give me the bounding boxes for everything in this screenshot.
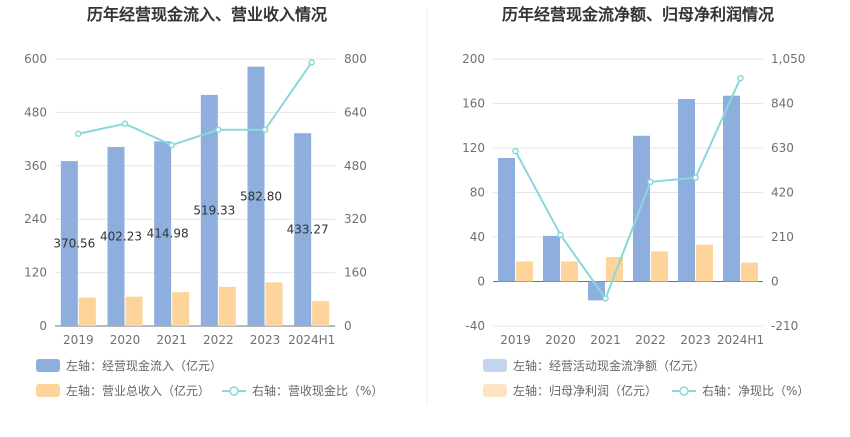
data-label: 402.23 bbox=[100, 230, 142, 244]
left-axis-tick: 160 bbox=[462, 97, 485, 111]
data-label: 414.98 bbox=[147, 227, 189, 241]
x-axis-tick: 2023 bbox=[680, 333, 711, 347]
legend-swatch bbox=[483, 359, 507, 372]
right-axis-tick: 160 bbox=[344, 266, 367, 280]
line-point bbox=[602, 295, 609, 302]
right-axis-tick: 0 bbox=[344, 319, 352, 333]
left-axis-tick: 480 bbox=[24, 105, 47, 119]
line-point bbox=[512, 147, 519, 155]
data-label: 519.33 bbox=[193, 203, 235, 217]
x-axis-tick: 2024H1 bbox=[717, 333, 764, 347]
bar-primary bbox=[200, 94, 218, 326]
right-axis-tick: 840 bbox=[771, 97, 794, 111]
left-axis-tick: 80 bbox=[470, 186, 485, 200]
right-axis-tick: 320 bbox=[344, 212, 367, 226]
x-axis-tick: 2022 bbox=[203, 333, 234, 347]
line-point bbox=[261, 126, 269, 134]
x-axis-tick: 2020 bbox=[545, 333, 576, 347]
bar-primary bbox=[154, 141, 172, 326]
bar-secondary bbox=[218, 286, 236, 326]
left-axis-tick: 0 bbox=[39, 319, 47, 333]
bar-primary bbox=[294, 133, 312, 326]
right-axis-tick: 800 bbox=[344, 52, 367, 66]
bar-primary bbox=[498, 158, 515, 282]
bar-primary bbox=[588, 281, 605, 301]
legend-label: 左轴：经营活动现金流净额（亿元） bbox=[513, 358, 705, 373]
bar-primary bbox=[247, 66, 265, 327]
line-point bbox=[308, 59, 315, 66]
left-axis-tick: 200 bbox=[462, 52, 485, 66]
legend-swatch bbox=[36, 359, 60, 372]
line-point bbox=[75, 130, 82, 138]
data-label: 433.27 bbox=[287, 223, 329, 237]
legend-label: 右轴：营收现金比（%） bbox=[252, 383, 383, 398]
bar-secondary bbox=[696, 244, 713, 282]
x-axis-tick: 2021 bbox=[590, 333, 621, 347]
line-point bbox=[121, 120, 129, 127]
right-axis-tick: 640 bbox=[344, 105, 367, 119]
series-line bbox=[514, 77, 742, 301]
line-point bbox=[647, 178, 654, 186]
bar-primary bbox=[60, 161, 78, 326]
bar-secondary bbox=[561, 261, 578, 282]
bar-primary bbox=[633, 135, 650, 282]
line-point bbox=[557, 231, 564, 239]
left-axis-tick: -40 bbox=[465, 319, 485, 333]
x-axis-tick: 2019 bbox=[63, 333, 94, 347]
left-axis-tick: 40 bbox=[470, 230, 485, 244]
bar-secondary bbox=[265, 282, 283, 326]
left-axis-tick: 240 bbox=[24, 212, 47, 226]
legend-label: 左轴：归母净利润（亿元） bbox=[513, 383, 657, 398]
bar-secondary bbox=[516, 261, 533, 282]
line-point bbox=[215, 126, 222, 134]
bar-primary bbox=[107, 147, 125, 326]
line-point bbox=[168, 141, 175, 149]
line-point bbox=[737, 74, 744, 82]
bar-primary bbox=[543, 235, 560, 282]
x-axis-tick: 2020 bbox=[110, 333, 141, 347]
legend-line-marker bbox=[679, 386, 689, 396]
bar-primary bbox=[678, 99, 695, 282]
legend-swatch bbox=[36, 384, 60, 397]
right-axis-tick: 210 bbox=[771, 230, 794, 244]
bar-primary bbox=[723, 95, 740, 282]
right-axis-tick: 480 bbox=[344, 159, 367, 173]
right-axis-tick: 420 bbox=[771, 186, 794, 200]
bar-secondary bbox=[172, 292, 190, 326]
legend-label: 左轴：经营现金流入（亿元） bbox=[66, 358, 222, 373]
legend-line-marker bbox=[229, 386, 239, 396]
bar-secondary bbox=[125, 296, 143, 326]
right-axis-tick: 1,050 bbox=[771, 52, 805, 66]
bar-secondary bbox=[651, 251, 668, 282]
x-axis-tick: 2021 bbox=[156, 333, 187, 347]
line-point bbox=[692, 174, 699, 181]
bar-secondary bbox=[78, 297, 96, 326]
left-axis-tick: 600 bbox=[24, 52, 47, 66]
x-axis-tick: 2024H1 bbox=[288, 333, 335, 347]
right-axis-tick: -210 bbox=[771, 319, 798, 333]
bar-secondary bbox=[312, 301, 330, 326]
x-axis-tick: 2019 bbox=[500, 333, 531, 347]
bar-secondary bbox=[741, 262, 758, 282]
legend-label: 右轴：净现比（%） bbox=[702, 383, 809, 398]
x-axis-tick: 2023 bbox=[250, 333, 281, 347]
left-axis-tick: 360 bbox=[24, 159, 47, 173]
chart-title-0: 历年经营现金流入、营业收入情况 bbox=[87, 5, 327, 24]
data-label: 370.56 bbox=[53, 237, 95, 251]
series-line bbox=[78, 61, 313, 147]
left-axis-tick: 0 bbox=[477, 275, 485, 289]
x-axis-tick: 2022 bbox=[635, 333, 666, 347]
chart-title-1: 历年经营现金流净额、归母净利润情况 bbox=[502, 5, 774, 24]
left-axis-tick: 120 bbox=[24, 266, 47, 280]
right-axis-tick: 630 bbox=[771, 141, 794, 155]
right-axis-tick: 0 bbox=[771, 275, 779, 289]
legend-swatch bbox=[483, 384, 507, 397]
data-label: 582.80 bbox=[240, 189, 282, 203]
left-axis-tick: 120 bbox=[462, 141, 485, 155]
legend-label: 左轴：营业总收入（亿元） bbox=[66, 383, 210, 398]
